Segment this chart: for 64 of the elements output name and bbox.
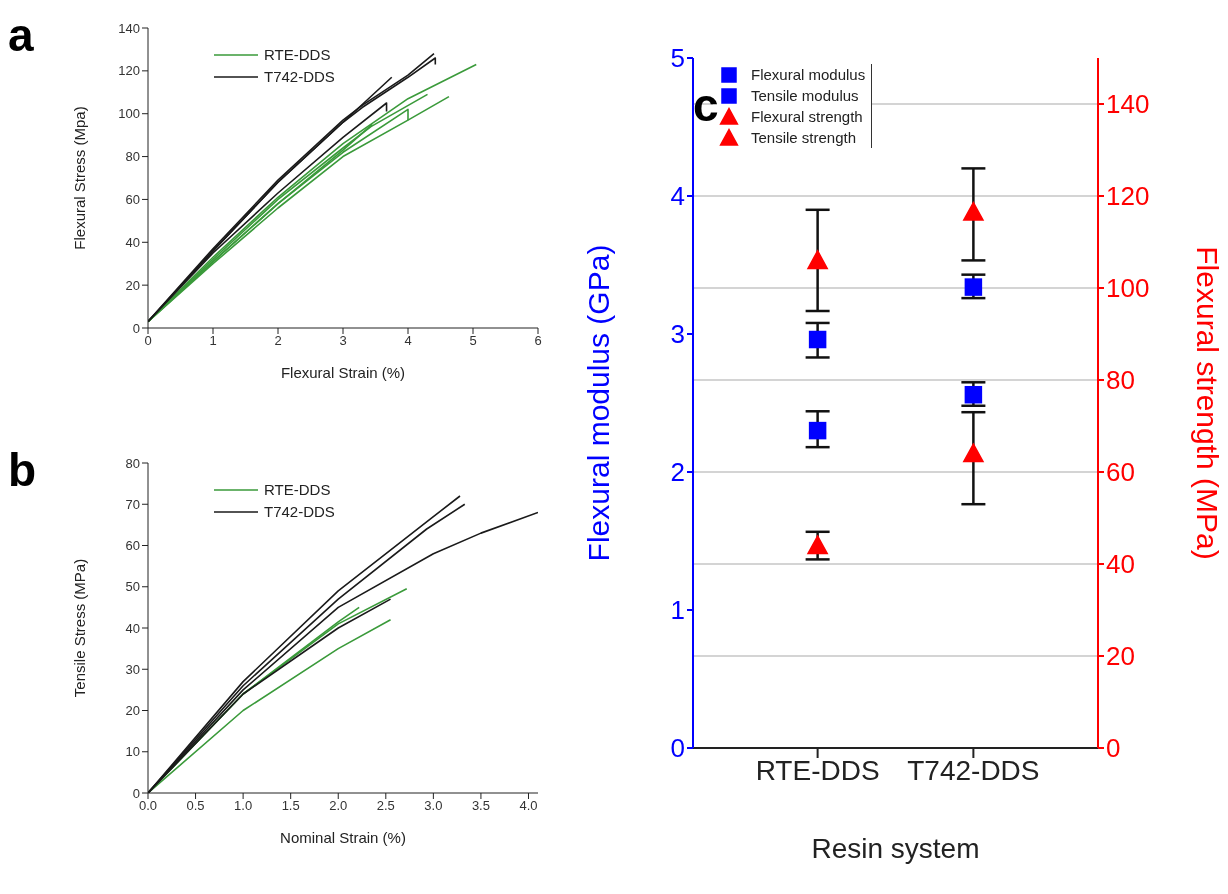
- x-tick-label: 2.0: [329, 798, 348, 814]
- y-tick-label: 50: [125, 579, 140, 595]
- x-tick-label: 1.5: [281, 798, 300, 814]
- legend-label: Flexural modulus: [751, 65, 866, 85]
- y-tick-label: 40: [125, 620, 140, 636]
- y-tick-label: 60: [125, 538, 140, 554]
- legend-label: Tensile strength: [751, 128, 857, 148]
- x-tick-label: 4: [404, 333, 412, 349]
- y2-tick-label: 0: [1106, 733, 1121, 764]
- y2-tick-label: 120: [1106, 181, 1150, 212]
- x-tick-label: 0.5: [186, 798, 205, 814]
- x-tick-label: 3.5: [471, 798, 490, 814]
- chart-title: a: [8, 8, 34, 62]
- y-tick-label: 30: [125, 661, 140, 677]
- y2-tick-label: 40: [1106, 549, 1135, 580]
- legend-label: T742-DDS: [264, 502, 335, 522]
- y2-tick-label: 20: [1106, 641, 1135, 672]
- x-axis-title: Flexural Strain (%): [280, 364, 406, 381]
- y-tick-label: 4: [670, 181, 685, 212]
- y2-tick-label: 80: [1106, 365, 1135, 396]
- x-tick-label: 2: [274, 333, 282, 349]
- y-tick-label: 120: [118, 63, 140, 79]
- y-axis-title: Flexural modulus (GPa): [581, 244, 615, 562]
- y-tick-label: 20: [125, 703, 140, 719]
- y-tick-label: 80: [125, 455, 140, 471]
- x-axis-title: Resin system: [811, 833, 980, 864]
- y2-axis-title: Flexural strength (MPa): [1191, 246, 1225, 560]
- y-axis-title: Flexural Stress (Mpa): [71, 106, 89, 250]
- x-tick-label: 4.0: [519, 798, 538, 814]
- x-tick-label: 0: [144, 333, 152, 349]
- x-tick-label: 3: [339, 333, 347, 349]
- legend-label: RTE-DDS: [264, 45, 331, 65]
- text: c: [693, 78, 719, 132]
- legend-label: RTE-DDS: [264, 480, 331, 500]
- y-axis-title: Tensile Stress (MPa): [71, 558, 89, 698]
- y-tick-label: 20: [125, 277, 140, 293]
- y-tick-label: 10: [125, 744, 140, 760]
- y-tick-label: 140: [118, 20, 140, 36]
- y-tick-label: 40: [125, 234, 140, 250]
- y-tick-label: 100: [118, 106, 140, 122]
- y-tick-label: 2: [670, 457, 685, 488]
- y-tick-label: 60: [125, 192, 140, 208]
- y-tick-label: 1: [670, 595, 685, 626]
- x-axis-title: Nominal Strain (%): [280, 829, 406, 846]
- x-tick-label: 3.0: [424, 798, 443, 814]
- chart-title: b: [8, 443, 37, 497]
- legend-label: Flexural strength: [751, 107, 863, 127]
- y2-tick-label: 140: [1106, 89, 1150, 120]
- y-tick-label: 0: [132, 785, 140, 801]
- y2-tick-label: 60: [1106, 457, 1135, 488]
- x-tick-label: 1.0: [234, 798, 253, 814]
- x-tick-label: 6: [534, 333, 542, 349]
- x-tick-label: 0.0: [138, 798, 158, 814]
- y-tick-label: 0: [132, 320, 140, 336]
- legend-label: Tensile modulus: [751, 86, 859, 106]
- y2-tick-label: 100: [1106, 273, 1150, 304]
- x-tick-label: 2.5: [376, 798, 395, 814]
- y-tick-label: 0: [670, 733, 685, 764]
- x-tick-label: 1: [209, 333, 217, 349]
- y-tick-label: 70: [125, 496, 140, 512]
- y-tick-label: 80: [125, 149, 140, 165]
- x-tick-label: 5: [469, 333, 477, 349]
- y-tick-label: 5: [670, 43, 685, 74]
- legend-label: T742-DDS: [264, 67, 335, 87]
